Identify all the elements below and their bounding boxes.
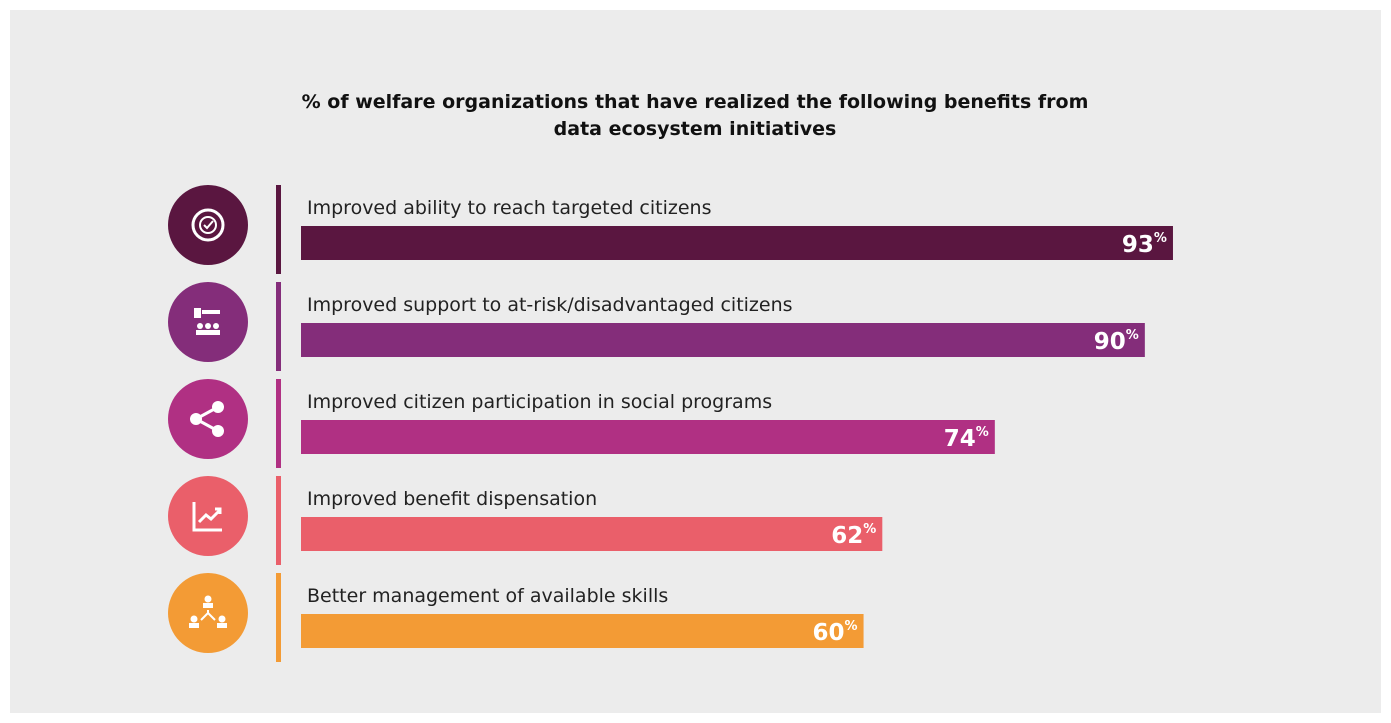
value-label: 62% xyxy=(831,522,876,549)
icon xyxy=(189,623,199,628)
bar xyxy=(301,517,883,551)
icon xyxy=(217,623,227,628)
chart-title: data ecosystem initiatives xyxy=(554,118,837,140)
icon-circle xyxy=(168,282,248,362)
value-number: 60 xyxy=(813,620,845,646)
icon xyxy=(212,330,220,335)
icon xyxy=(200,610,216,621)
category-label: Improved support to at-risk/disadvantage… xyxy=(307,294,793,316)
icon xyxy=(197,323,203,329)
icon-circle xyxy=(168,185,248,265)
value-label: 90% xyxy=(1094,328,1139,355)
category-label: Improved citizen participation in social… xyxy=(307,391,772,413)
bar xyxy=(301,323,1145,357)
icon-circle xyxy=(168,379,248,459)
icon xyxy=(213,323,219,329)
value-unit: % xyxy=(1126,328,1139,343)
icon xyxy=(203,603,213,608)
bar xyxy=(301,614,864,648)
icon xyxy=(190,413,202,425)
row-divider xyxy=(276,379,281,468)
row-divider xyxy=(276,185,281,274)
icon xyxy=(192,502,222,532)
value-number: 93 xyxy=(1122,232,1154,258)
icon xyxy=(212,401,224,413)
value-label: 74% xyxy=(944,425,989,452)
chart-title: % of welfare organizations that have rea… xyxy=(302,91,1089,113)
category-label: Improved benefit dispensation xyxy=(307,488,597,510)
icon xyxy=(203,220,214,230)
category-label: Better management of available skills xyxy=(307,585,668,607)
icon xyxy=(191,208,225,242)
row-divider xyxy=(276,282,281,371)
value-unit: % xyxy=(1154,231,1167,246)
icon xyxy=(199,216,217,234)
icon xyxy=(205,323,211,329)
row-divider xyxy=(276,573,281,662)
icon xyxy=(204,595,212,603)
bar xyxy=(301,226,1173,260)
bar xyxy=(301,420,995,454)
value-unit: % xyxy=(976,425,989,440)
icon xyxy=(212,425,224,437)
value-number: 90 xyxy=(1094,329,1126,355)
value-unit: % xyxy=(845,619,858,634)
value-number: 62 xyxy=(831,523,863,549)
value-number: 74 xyxy=(944,426,976,452)
icon xyxy=(204,330,212,335)
icon xyxy=(202,310,220,314)
icon xyxy=(196,330,204,335)
value-unit: % xyxy=(863,522,876,537)
icon xyxy=(218,615,226,623)
value-label: 93% xyxy=(1122,231,1167,258)
row-divider xyxy=(276,476,281,565)
icon xyxy=(194,308,201,318)
icon xyxy=(190,615,198,623)
value-label: 60% xyxy=(813,619,858,646)
category-label: Improved ability to reach targeted citiz… xyxy=(307,197,711,219)
